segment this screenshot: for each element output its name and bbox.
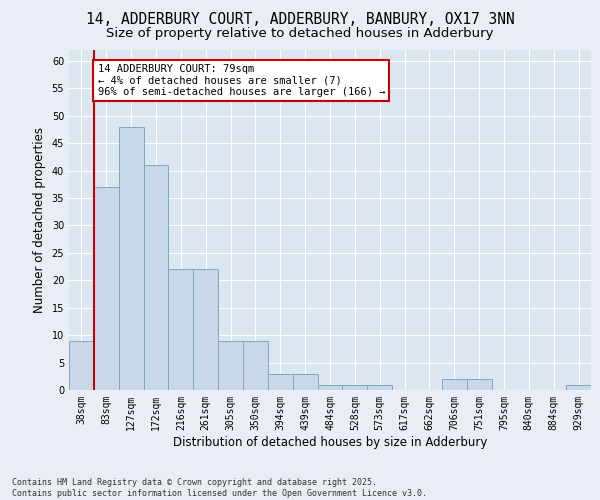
Bar: [69, 340, 94, 390]
X-axis label: Distribution of detached houses by size in Adderbury: Distribution of detached houses by size …: [173, 436, 487, 448]
Bar: [367, 384, 392, 390]
Bar: [143, 165, 169, 390]
Bar: [268, 374, 293, 390]
Text: Size of property relative to detached houses in Adderbury: Size of property relative to detached ho…: [106, 28, 494, 40]
Bar: [566, 384, 591, 390]
Text: 14 ADDERBURY COURT: 79sqm
← 4% of detached houses are smaller (7)
96% of semi-de: 14 ADDERBURY COURT: 79sqm ← 4% of detach…: [98, 64, 385, 97]
Text: Contains HM Land Registry data © Crown copyright and database right 2025.
Contai: Contains HM Land Registry data © Crown c…: [12, 478, 427, 498]
Bar: [293, 374, 317, 390]
Bar: [218, 340, 243, 390]
Bar: [467, 379, 491, 390]
Bar: [343, 384, 367, 390]
Bar: [94, 187, 119, 390]
Bar: [317, 384, 343, 390]
Bar: [442, 379, 467, 390]
Y-axis label: Number of detached properties: Number of detached properties: [33, 127, 46, 313]
Bar: [119, 127, 143, 390]
Bar: [243, 340, 268, 390]
Bar: [193, 270, 218, 390]
Text: 14, ADDERBURY COURT, ADDERBURY, BANBURY, OX17 3NN: 14, ADDERBURY COURT, ADDERBURY, BANBURY,…: [86, 12, 514, 28]
Bar: [169, 270, 193, 390]
